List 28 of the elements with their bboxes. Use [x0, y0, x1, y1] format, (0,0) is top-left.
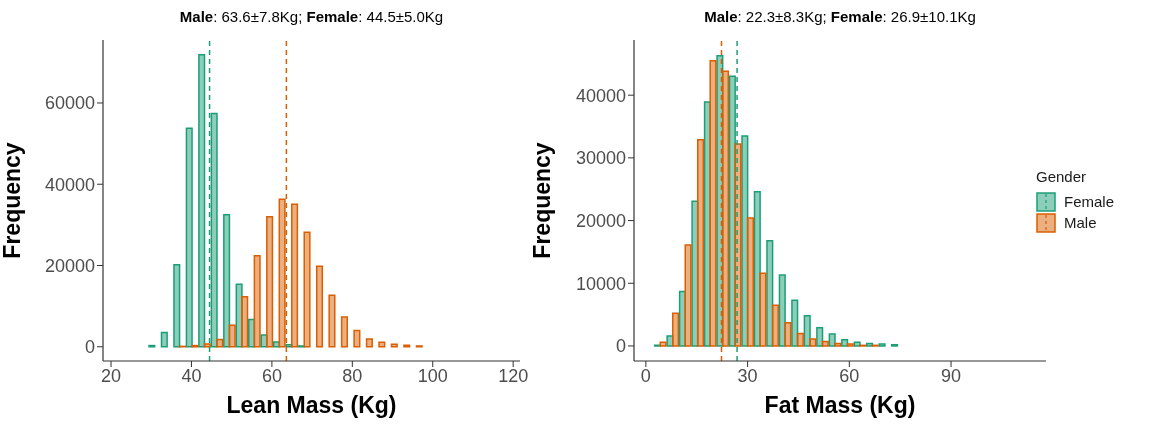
chart-title: Male: 22.3±8.3Kg; Female: 26.9±10.1Kg: [704, 8, 976, 25]
y-tick-label: 30000: [575, 148, 626, 169]
y-tick-label: 60000: [44, 93, 95, 114]
y-tick-label: 10000: [575, 273, 626, 294]
x-axis-title: Fat Mass (Kg): [764, 392, 916, 418]
y-tick-label: 20000: [44, 255, 95, 276]
x-tick-label: 60: [839, 365, 860, 386]
y-tick-label: 0: [615, 336, 626, 357]
y-axis-title: Frequency: [529, 142, 556, 259]
chart-title: Male: 63.6±7.8Kg; Female: 44.5±5.0Kg: [179, 8, 444, 25]
legend-label: Male: [1064, 214, 1097, 231]
x-tick-label: 90: [941, 365, 962, 386]
x-tick-label: 0: [640, 365, 651, 386]
y-tick-label: 0: [84, 337, 95, 358]
x-axis-title: Lean Mass (Kg): [226, 392, 397, 418]
x-tick-label: 60: [261, 365, 282, 386]
legend-label: Female: [1064, 193, 1115, 210]
x-tick-label: 30: [737, 365, 758, 386]
y-tick-label: 20000: [575, 210, 626, 231]
legend-title: Gender: [1036, 168, 1088, 185]
y-tick-label: 40000: [575, 85, 626, 106]
y-tick-label: 40000: [44, 174, 95, 195]
x-tick-label: 20: [101, 365, 122, 386]
x-tick-label: 100: [417, 365, 448, 386]
y-axis-title: Frequency: [0, 142, 26, 259]
x-tick-label: 120: [498, 365, 529, 386]
x-tick-label: 80: [342, 365, 363, 386]
x-tick-label: 40: [181, 365, 202, 386]
